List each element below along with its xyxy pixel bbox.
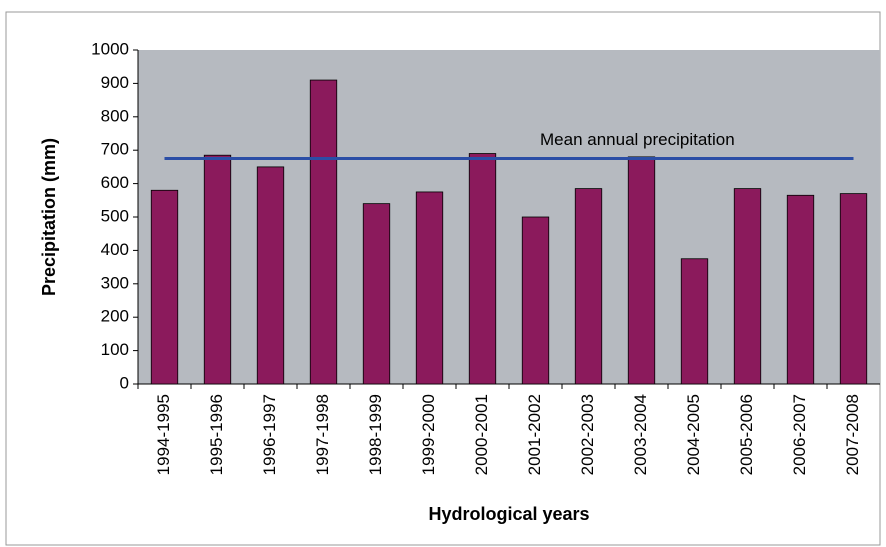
bar: [468, 153, 497, 385]
y-axis-title: Precipitation (mm): [39, 138, 59, 296]
bar: [256, 166, 285, 385]
y-tick-label: 200: [101, 307, 129, 326]
x-tick-label: 2001-2002: [525, 394, 544, 475]
x-tick-label: 2002-2003: [578, 394, 597, 475]
x-tick-label: 1995-1996: [207, 394, 226, 475]
bar: [574, 188, 603, 385]
x-axis-title: Hydrological years: [428, 504, 589, 524]
y-tick-label: 600: [101, 173, 129, 192]
y-tick-label: 100: [101, 340, 129, 359]
y-tick-label: 800: [101, 106, 129, 125]
x-tick-label: 2004-2005: [684, 394, 703, 475]
y-tick-label: 900: [101, 73, 129, 92]
x-tick-label: 1999-2000: [419, 394, 438, 475]
y-tick-label: 700: [101, 140, 129, 159]
bar: [521, 216, 550, 385]
x-tick-label: 1994-1995: [154, 394, 173, 475]
bar: [839, 193, 868, 385]
y-tick-label: 400: [101, 240, 129, 259]
bar: [150, 189, 179, 385]
bar: [362, 203, 391, 385]
mean-line-label: Mean annual precipitation: [540, 130, 735, 149]
bar: [627, 156, 656, 385]
x-tick-label: 2005-2006: [737, 394, 756, 475]
bar: [203, 154, 232, 385]
y-tick-label: 300: [101, 273, 129, 292]
x-tick-label: 2007-2008: [843, 394, 862, 475]
plot-area: [138, 50, 880, 384]
x-tick-label: 2003-2004: [631, 394, 650, 475]
y-tick-label: 500: [101, 206, 129, 225]
x-tick-label: 1996-1997: [260, 394, 279, 475]
y-tick-label: 1000: [91, 39, 129, 58]
bar: [309, 79, 338, 385]
bar: [733, 188, 762, 385]
y-tick-label: 0: [120, 373, 129, 392]
x-tick-label: 2000-2001: [472, 394, 491, 475]
x-tick-label: 2006-2007: [790, 394, 809, 475]
bar: [415, 191, 444, 385]
x-tick-label: 1998-1999: [366, 394, 385, 475]
x-tick-label: 1997-1998: [313, 394, 332, 475]
bar: [786, 194, 815, 385]
bar: [680, 258, 709, 385]
